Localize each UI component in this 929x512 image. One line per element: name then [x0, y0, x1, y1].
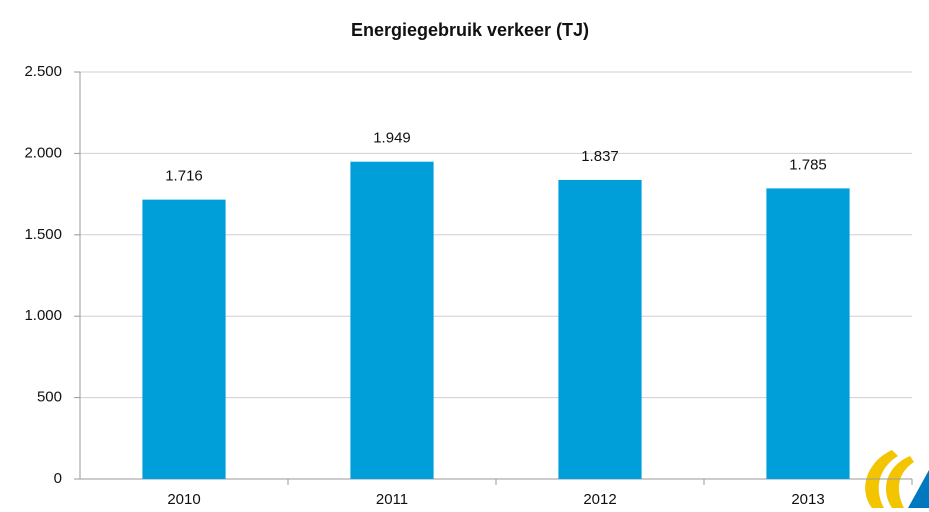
y-tick-label: 0 — [54, 470, 62, 487]
bar — [350, 161, 434, 479]
y-tick-label: 1.000 — [24, 307, 62, 324]
x-tick-label: 2012 — [583, 491, 616, 508]
data-label: 1.949 — [373, 130, 411, 147]
chart-title: Energiegebruik verkeer (TJ) — [351, 20, 589, 40]
x-tick-label: 2011 — [376, 491, 408, 508]
bar — [558, 179, 642, 479]
y-tick-label: 1.500 — [24, 226, 62, 243]
bar — [766, 188, 850, 480]
x-tick-label: 2013 — [791, 491, 824, 508]
x-tick-label: 2010 — [167, 491, 200, 508]
y-tick-label: 2.000 — [24, 144, 62, 161]
y-tick-label: 500 — [37, 389, 62, 406]
data-label: 1.716 — [165, 168, 203, 185]
y-tick-label: 2.500 — [24, 63, 62, 80]
data-label: 1.837 — [581, 148, 619, 165]
logo — [865, 450, 929, 508]
bar — [142, 199, 226, 479]
data-label: 1.785 — [789, 156, 827, 173]
